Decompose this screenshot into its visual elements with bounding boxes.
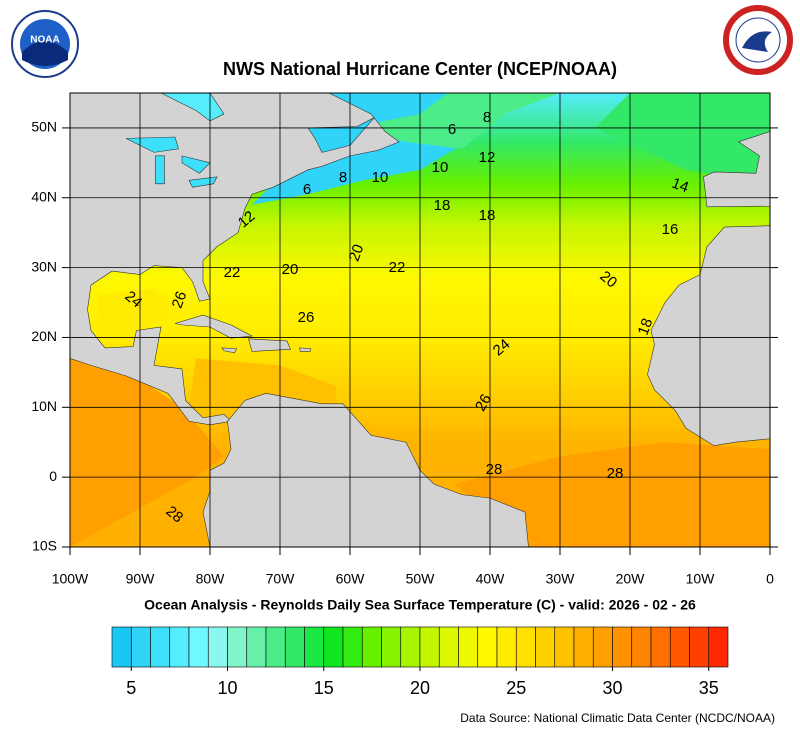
colorbar-box (400, 626, 421, 668)
hispaniola (248, 338, 291, 352)
colorbar-box (150, 626, 171, 668)
contour-label: 28 (607, 465, 624, 482)
x-tick-label: 80W (196, 571, 226, 587)
x-tick-label: 50W (406, 571, 436, 587)
colorbar-box (631, 626, 652, 668)
colorbar-box (689, 626, 710, 668)
colorbar-box (554, 626, 575, 668)
x-tick-label: 0 (766, 571, 774, 587)
contour-label: 28 (486, 461, 503, 478)
colorbar-box (188, 626, 209, 668)
colorbar-label: 5 (126, 678, 136, 698)
y-tick-label: 0 (49, 468, 57, 484)
colorbar-label: 25 (506, 678, 526, 698)
colorbar-label: 10 (217, 678, 237, 698)
y-tick-label: 30N (31, 258, 57, 274)
colorbar-box (342, 626, 363, 668)
colorbar-box (669, 626, 690, 668)
colorbar-box (304, 626, 325, 668)
x-tick-label: 20W (616, 571, 646, 587)
x-tick-label: 40W (476, 571, 506, 587)
colorbar-box (438, 626, 459, 668)
x-tick-label: 10W (686, 571, 716, 587)
colorbar-label: 15 (314, 678, 334, 698)
contour-label: 18 (479, 207, 496, 224)
colorbar-box (612, 626, 633, 668)
colorbar-box (381, 626, 402, 668)
y-tick-label: 10S (32, 538, 57, 554)
x-tick-label: 60W (336, 571, 366, 587)
colorbar-box (477, 626, 498, 668)
colorbar-box (515, 626, 536, 668)
colorbar-label: 30 (602, 678, 622, 698)
contour-label: 22 (224, 264, 241, 281)
y-tick-label: 20N (31, 328, 57, 344)
lake (181, 155, 211, 174)
africa (647, 225, 770, 447)
colorbar-box (650, 626, 671, 668)
contour-label: 10 (432, 159, 449, 176)
colorbar-box (708, 626, 729, 668)
colorbar-box (361, 626, 382, 668)
contour-label: 14 (669, 175, 690, 197)
lake (155, 155, 165, 185)
colorbar-box (246, 626, 267, 668)
europe (703, 131, 770, 208)
cool-water (595, 93, 770, 184)
logo-text: NOAA (30, 35, 59, 46)
y-tick-label: 50N (31, 119, 57, 135)
title: NWS National Hurricane Center (NCEP/NOAA… (223, 59, 617, 79)
colorbar-box (458, 626, 479, 668)
x-tick-label: 30W (546, 571, 576, 587)
x-tick-label: 90W (126, 571, 156, 587)
contour-label: 26 (298, 309, 315, 326)
contour-label: 6 (303, 181, 311, 198)
colorbar-box (284, 626, 305, 668)
colorbar-box (169, 626, 190, 668)
colorbar-box (227, 626, 248, 668)
contour-label: 16 (662, 221, 679, 238)
x-tick-label: 70W (266, 571, 296, 587)
contour-label: 26 (472, 391, 495, 414)
contour-label: 20 (282, 261, 299, 278)
noaa-logo: NOAA (11, 10, 79, 78)
warm-water (455, 442, 770, 547)
contour-label: 8 (483, 109, 491, 126)
contour-label: 26 (169, 289, 191, 310)
colorbar-box (207, 626, 228, 668)
subtitle: Ocean Analysis - Reynolds Daily Sea Surf… (144, 597, 696, 613)
contour-label: 6 (448, 121, 456, 138)
contour-label: 10 (372, 169, 389, 186)
colorbar-label: 35 (699, 678, 719, 698)
colorbar-box (496, 626, 517, 668)
y-tick-label: 40N (31, 188, 57, 204)
source: Data Source: National Climatic Data Cent… (460, 711, 775, 725)
contour-label: 18 (635, 316, 657, 337)
x-tick-label: 100W (52, 571, 89, 587)
contour-label: 8 (339, 169, 347, 186)
colorbar-box (419, 626, 440, 668)
contour-label: 20 (346, 242, 368, 263)
warm-water (70, 358, 224, 547)
y-tick-label: 10N (31, 398, 57, 414)
lake (125, 136, 179, 153)
colorbar-box (573, 626, 594, 668)
contour-label: 22 (389, 259, 406, 276)
nws-logo (723, 5, 793, 75)
colorbar-box (130, 626, 151, 668)
contour-label: 18 (434, 197, 451, 214)
colorbar-box (265, 626, 286, 668)
colorbar-box (592, 626, 613, 668)
colorbar-box (111, 626, 132, 668)
colorbar-box (323, 626, 344, 668)
warm-water (189, 358, 336, 408)
colorbar-box (535, 626, 556, 668)
contour-label: 12 (479, 149, 496, 166)
puerto-rico (299, 347, 312, 352)
jamaica (221, 347, 238, 354)
cool-water (350, 93, 560, 149)
colorbar-label: 20 (410, 678, 430, 698)
